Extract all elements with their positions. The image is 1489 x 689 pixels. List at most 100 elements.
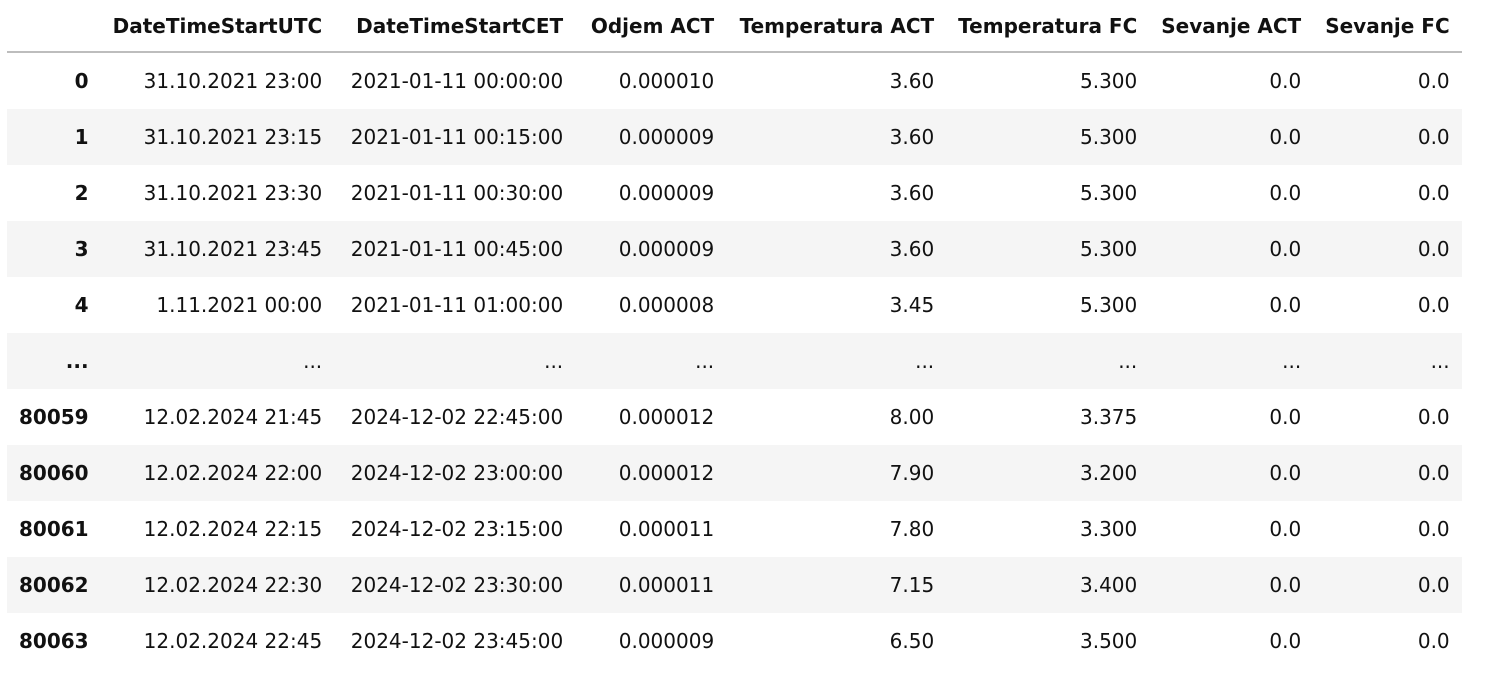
table-cell: 0.0	[1417, 405, 1450, 429]
table-cell: 2024-12-02 23:15:00	[350, 517, 564, 541]
dataframe-table: DateTimeStartUTC DateTimeStartCET Odjem …	[7, 0, 1462, 669]
table-cell: 31.10.2021 23:45	[143, 237, 323, 261]
table-cell: 2024-12-02 23:30:00	[350, 573, 564, 597]
table-body: 0 31.10.2021 23:00 2021-01-11 00:00:00 0…	[7, 52, 1462, 669]
table-cell: 3.300	[1080, 517, 1138, 541]
table-cell: 0.0	[1269, 293, 1302, 317]
table-cell: 0.0	[1269, 181, 1302, 205]
column-header: Temperatura ACT	[726, 0, 947, 53]
table-cell: 2024-12-02 22:45:00	[350, 405, 564, 429]
row-index: 80062	[19, 573, 89, 597]
table-cell: ...	[303, 349, 323, 373]
table-cell: 3.500	[1080, 629, 1138, 653]
table-cell: 0.000012	[618, 405, 715, 429]
table-cell: 31.10.2021 23:30	[143, 181, 323, 205]
table-cell: 0.0	[1269, 517, 1302, 541]
table-cell: ...	[1118, 349, 1138, 373]
table-cell: 0.000009	[618, 629, 715, 653]
table-cell: 0.0	[1417, 293, 1450, 317]
table-cell: ...	[544, 349, 564, 373]
table-cell: 3.400	[1080, 573, 1138, 597]
table-cell: ...	[695, 349, 715, 373]
table-row: 2 31.10.2021 23:30 2021-01-11 00:30:00 0…	[7, 165, 1462, 221]
row-index: 80061	[19, 517, 89, 541]
table-cell: 0.0	[1417, 125, 1450, 149]
column-header: Sevanje ACT	[1149, 0, 1314, 53]
table-cell: 5.300	[1080, 69, 1138, 93]
table-cell: 12.02.2024 22:30	[143, 573, 323, 597]
row-index: 4	[74, 293, 89, 317]
table-cell: 0.000008	[618, 293, 715, 317]
row-index: 1	[74, 125, 89, 149]
table-cell: 0.0	[1417, 181, 1450, 205]
row-index: 80063	[19, 629, 89, 653]
table-cell: 12.02.2024 22:45	[143, 629, 323, 653]
table-row: 0 31.10.2021 23:00 2021-01-11 00:00:00 0…	[7, 52, 1462, 109]
column-header: Odjem ACT	[575, 0, 727, 53]
table-row: 80062 12.02.2024 22:30 2024-12-02 23:30:…	[7, 557, 1462, 613]
table-row: 80063 12.02.2024 22:45 2024-12-02 23:45:…	[7, 613, 1462, 669]
table-cell: 3.60	[889, 69, 935, 93]
table-cell: 0.0	[1417, 69, 1450, 93]
table-cell: 5.300	[1080, 125, 1138, 149]
table-cell: ...	[915, 349, 935, 373]
table-cell: 7.15	[889, 573, 935, 597]
table-row: 3 31.10.2021 23:45 2021-01-11 00:45:00 0…	[7, 221, 1462, 277]
table-row: 4 1.11.2021 00:00 2021-01-11 01:00:00 0.…	[7, 277, 1462, 333]
column-header: DateTimeStartCET	[334, 0, 576, 53]
table-cell: 0.0	[1269, 125, 1302, 149]
table-cell: 2021-01-11 00:45:00	[350, 237, 564, 261]
table-cell: 0.000010	[618, 69, 715, 93]
table-cell: 2021-01-11 00:15:00	[350, 125, 564, 149]
table-cell: 7.80	[889, 517, 935, 541]
table-cell: 0.0	[1269, 237, 1302, 261]
table-cell: 2024-12-02 23:45:00	[350, 629, 564, 653]
row-index: 80059	[19, 405, 89, 429]
column-header: DateTimeStartUTC	[100, 0, 335, 53]
table-cell: 8.00	[889, 405, 935, 429]
table-cell: 5.300	[1080, 181, 1138, 205]
row-index: 2	[74, 181, 89, 205]
table-cell: 3.60	[889, 181, 935, 205]
table-cell: 3.60	[889, 237, 935, 261]
table-cell: 0.000012	[618, 461, 715, 485]
table-cell: 0.0	[1417, 461, 1450, 485]
column-header: Temperatura FC	[946, 0, 1150, 53]
table-header: DateTimeStartUTC DateTimeStartCET Odjem …	[7, 0, 1462, 53]
table-cell: 12.02.2024 22:00	[143, 461, 323, 485]
row-index: 3	[74, 237, 89, 261]
table-cell: ...	[1282, 349, 1302, 373]
table-row: 1 31.10.2021 23:15 2021-01-11 00:15:00 0…	[7, 109, 1462, 165]
table-row: 80061 12.02.2024 22:15 2024-12-02 23:15:…	[7, 501, 1462, 557]
row-index: ...	[65, 349, 89, 373]
table-cell: 5.300	[1080, 237, 1138, 261]
header-row: DateTimeStartUTC DateTimeStartCET Odjem …	[7, 0, 1462, 53]
table-cell: 0.0	[1269, 629, 1302, 653]
table-cell: ...	[1430, 349, 1450, 373]
table-cell: 2024-12-02 23:00:00	[350, 461, 564, 485]
table-cell: 0.000011	[618, 573, 715, 597]
table-cell: 6.50	[889, 629, 935, 653]
table-cell: 7.90	[889, 461, 935, 485]
table-cell: 0.000009	[618, 237, 715, 261]
table-cell: 0.0	[1417, 237, 1450, 261]
table-cell: 31.10.2021 23:15	[143, 125, 323, 149]
table-cell: 0.000009	[618, 181, 715, 205]
table-cell: 12.02.2024 22:15	[143, 517, 323, 541]
table-cell: 0.000009	[618, 125, 715, 149]
table-cell: 0.000011	[618, 517, 715, 541]
ellipsis-row: ... ... ... ... ... ... ... ...	[7, 333, 1462, 389]
table-cell: 3.60	[889, 125, 935, 149]
table-cell: 3.200	[1080, 461, 1138, 485]
table-cell: 0.0	[1417, 573, 1450, 597]
table-cell: 2021-01-11 00:30:00	[350, 181, 564, 205]
row-index: 80060	[19, 461, 89, 485]
table-cell: 5.300	[1080, 293, 1138, 317]
table-cell: 12.02.2024 21:45	[143, 405, 323, 429]
table-cell: 0.0	[1417, 629, 1450, 653]
row-index: 0	[74, 69, 89, 93]
table-cell: 0.0	[1417, 517, 1450, 541]
table-cell: 3.45	[889, 293, 935, 317]
table-row: 80059 12.02.2024 21:45 2024-12-02 22:45:…	[7, 389, 1462, 445]
index-header	[7, 0, 101, 53]
